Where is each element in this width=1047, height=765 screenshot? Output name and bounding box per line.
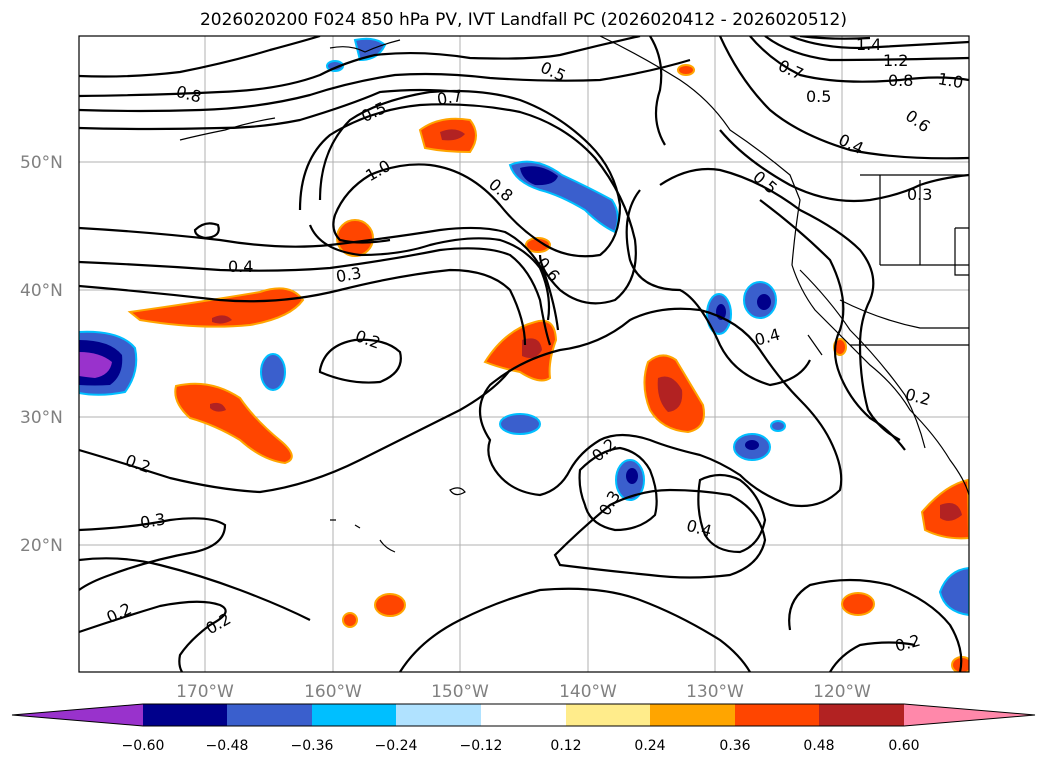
contour-label: 0.8 bbox=[888, 71, 913, 90]
contour-label: 1.4 bbox=[856, 35, 881, 54]
pv-blob-neg-1 bbox=[260, 353, 286, 391]
pv-blob-small-6 bbox=[833, 338, 847, 356]
pv-blob-central bbox=[483, 319, 558, 382]
colorbar-outline bbox=[11, 703, 1036, 727]
contour-label: 1.0 bbox=[936, 69, 964, 92]
lon-label: 140°W bbox=[559, 682, 617, 702]
lon-label: 130°W bbox=[686, 682, 744, 702]
contour-label: 0.3 bbox=[334, 263, 362, 286]
pv-blob-small-3 bbox=[374, 593, 406, 617]
pv-blob-subtropical-ridge bbox=[127, 287, 305, 328]
lat-label: 20°N bbox=[20, 536, 63, 556]
contour-label: 0.6 bbox=[902, 106, 934, 136]
colorbar-tick: 0.60 bbox=[888, 738, 919, 754]
contour-label: 0.2 bbox=[588, 435, 620, 466]
contour-label: 0.4 bbox=[684, 516, 714, 541]
contour-label: 0.3 bbox=[907, 185, 932, 204]
colorbar-tick: 0.12 bbox=[550, 738, 581, 754]
colorbar-tick: −0.12 bbox=[460, 738, 503, 754]
contour-label: 0.7 bbox=[775, 56, 806, 84]
pv-blob-small-5 bbox=[841, 592, 875, 616]
colorbar-tick: −0.24 bbox=[375, 738, 418, 754]
colorbar-tick: 0.36 bbox=[719, 738, 750, 754]
contour-label: 0.3 bbox=[139, 509, 167, 532]
pv-blob-west bbox=[174, 382, 293, 465]
lat-label: 30°N bbox=[20, 408, 63, 428]
latitude-labels: 50°N 40°N 30°N 20°N bbox=[20, 153, 63, 556]
colorbar-segment bbox=[396, 704, 481, 726]
contour-label: 0.2 bbox=[353, 326, 383, 353]
colorbar-segment bbox=[312, 704, 396, 726]
colorbar-segment bbox=[650, 704, 735, 726]
contour-label: 1.2 bbox=[883, 51, 908, 70]
contour-label: 0.2 bbox=[203, 609, 235, 638]
colorbar-segment bbox=[481, 704, 566, 726]
lon-label: 170°W bbox=[176, 682, 234, 702]
colorbar-tick: 0.24 bbox=[634, 738, 665, 754]
colorbar-tick: −0.60 bbox=[122, 738, 165, 754]
colorbar bbox=[11, 703, 1036, 727]
longitude-labels: 170°W 160°W 150°W 140°W 130°W 120°W bbox=[176, 682, 871, 702]
pv-blob-neg-6 bbox=[499, 413, 541, 435]
contour-label: 0.6 bbox=[533, 254, 564, 286]
lon-label: 120°W bbox=[813, 682, 871, 702]
colorbar-tick: −0.36 bbox=[291, 738, 334, 754]
contour-label: 0.7 bbox=[435, 86, 463, 109]
colorbar-extend-min bbox=[12, 704, 143, 726]
map-frame bbox=[78, 35, 970, 673]
pv-contours bbox=[79, 36, 969, 672]
lat-label: 50°N bbox=[20, 153, 63, 173]
colorbar-ticks: −0.60 −0.48 −0.36 −0.24 −0.12 0.12 0.24 … bbox=[122, 738, 920, 754]
contour-label: 0.4 bbox=[228, 257, 253, 276]
colorbar-segment bbox=[819, 704, 904, 726]
contour-label: 0.4 bbox=[753, 325, 783, 350]
pv-blob-small-2 bbox=[525, 237, 551, 253]
contour-label: 0.5 bbox=[806, 87, 831, 106]
contour-label: 0.2 bbox=[123, 450, 153, 477]
positive-ivt-regions bbox=[127, 64, 969, 672]
colorbar-segment bbox=[143, 704, 227, 726]
pv-blob-small-4 bbox=[342, 612, 358, 628]
map-title: 2026020200 F024 850 hPa PV, IVT Landfall… bbox=[199, 10, 847, 30]
lon-label: 160°W bbox=[304, 682, 362, 702]
negative-ivt-regions bbox=[79, 37, 969, 617]
contour-label: 0.8 bbox=[174, 82, 204, 107]
contour-label: 0.4 bbox=[836, 130, 867, 158]
colorbar-tick: −0.48 bbox=[206, 738, 249, 754]
contour-label: 1.0 bbox=[362, 156, 394, 185]
lat-label: 40°N bbox=[20, 281, 63, 301]
colorbar-segment bbox=[227, 704, 312, 726]
colorbar-segment bbox=[566, 704, 650, 726]
coastlines bbox=[179, 36, 969, 553]
pv-blob-neg-mexico bbox=[938, 566, 969, 617]
colorbar-segment bbox=[735, 704, 819, 726]
contour-label: 0.2 bbox=[893, 631, 923, 656]
colorbar-tick: 0.48 bbox=[803, 738, 834, 754]
lon-label: 150°W bbox=[431, 682, 489, 702]
colorbar-extend-max bbox=[904, 704, 1035, 726]
contour-label: 0.8 bbox=[485, 175, 517, 206]
